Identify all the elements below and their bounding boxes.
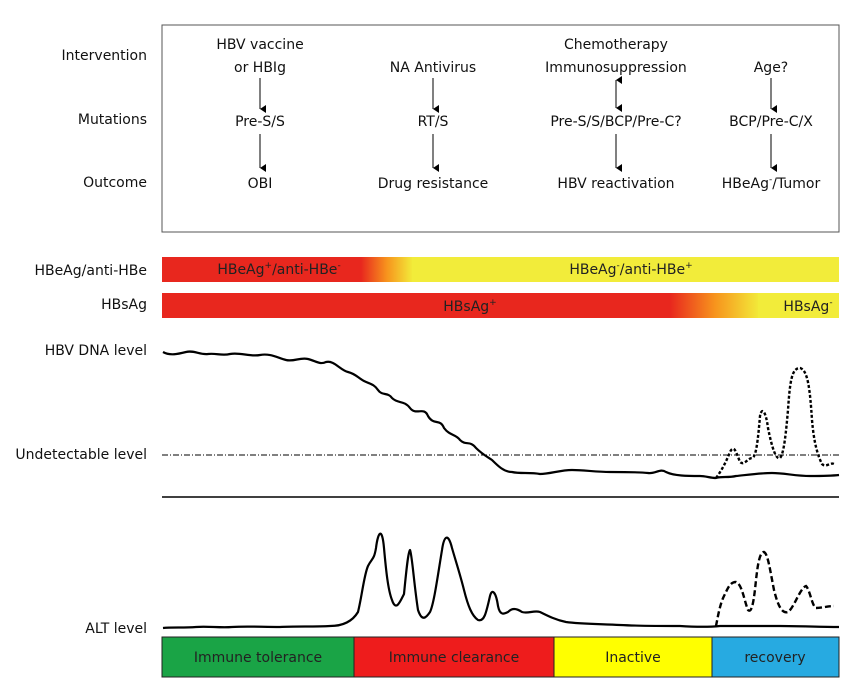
hbsag-left-label: HBsAg+ (443, 298, 496, 315)
col3-intervention-line2: Immunosuppression (545, 60, 687, 76)
row-label-hbsag: HBsAg (101, 297, 147, 313)
row-label-mutations: Mutations (78, 112, 147, 128)
col4-outcome-main: HBeAg (722, 176, 769, 192)
phase-label-inactive: Inactive (605, 650, 661, 666)
alt-curve (162, 532, 840, 630)
phase-immune-clearance (353, 636, 555, 678)
phase-label-immune-clearance: Immune clearance (389, 650, 520, 666)
col4-mutation: BCP/Pre-C/X (729, 114, 813, 130)
row-label-alt: ALT level (85, 621, 147, 637)
phase-bar: Immune tolerance Immune clearance Inacti… (161, 636, 840, 678)
row-label-undetectable: Undetectable level (15, 447, 147, 463)
phase-recovery (711, 636, 840, 678)
col3-intervention-line1: Chemotherapy (564, 37, 668, 53)
phase-label-immune-tolerance: Immune tolerance (194, 650, 322, 666)
hbeag-left-label: HBeAg+/anti-HBe- (217, 261, 340, 278)
hbv-dna-curve (162, 350, 840, 480)
col1-outcome: OBI (248, 176, 273, 192)
hbv-dna-reactivation-curve (715, 366, 835, 479)
col3-outcome: HBV reactivation (557, 176, 674, 192)
hbeag-bar-red (162, 257, 362, 282)
hbeag-right-label: HBeAg-/anti-HBe+ (569, 261, 692, 278)
hbsag-right-label: HBsAg- (783, 298, 832, 315)
hbsag-bar-gradient (670, 293, 760, 318)
col1-intervention-line1: HBV vaccine (216, 37, 303, 53)
col3-mutation: Pre-S/S/BCP/Pre-C? (550, 114, 681, 130)
hbsag-bar-red (162, 293, 672, 318)
alt-recovery-curve (714, 550, 835, 627)
row-label-hbv-dna: HBV DNA level (45, 343, 147, 359)
row-label-hbeag: HBeAg/anti-HBe (34, 263, 147, 279)
col4-outcome-sup: - (769, 175, 772, 185)
row-label-intervention: Intervention (62, 48, 147, 64)
col4-intervention: Age? (754, 60, 789, 76)
intervention-box (161, 24, 840, 233)
hbeag-bar-yellow (412, 257, 839, 282)
col2-intervention: NA Antivirus (390, 60, 476, 76)
col2-outcome: Drug resistance (378, 176, 489, 192)
col4-outcome: HBeAg-/Tumor (722, 175, 821, 192)
phase-immune-tolerance (161, 636, 355, 678)
hbeag-bar-gradient (361, 257, 413, 282)
col1-intervention-line2: or HBIg (234, 60, 286, 76)
col2-mutation: RT/S (418, 114, 449, 130)
col1-mutation: Pre-S/S (235, 114, 285, 130)
hbsag-bar-yellow (758, 293, 839, 318)
phase-inactive (553, 636, 713, 678)
row-label-outcome: Outcome (83, 175, 147, 191)
phase-label-recovery: recovery (744, 650, 805, 666)
col4-outcome-suffix: /Tumor (772, 176, 820, 192)
